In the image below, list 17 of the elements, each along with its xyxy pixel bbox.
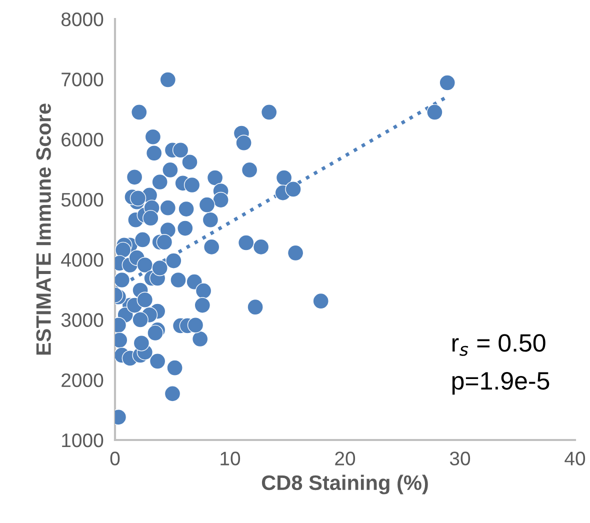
annotation: r$_{s}$ = 0.50 (452, 334, 546, 356)
x-tick-label: 30 (450, 452, 470, 466)
y-tick-label: 3000 (61, 313, 104, 327)
annotation: p=1.9e-5 (452, 372, 550, 395)
y-tick-label: 7000 (62, 72, 104, 86)
y-tick-label: 2000 (62, 373, 104, 388)
x-axis-title: CD8 Staining (%) (262, 474, 428, 494)
y-axis-title: ESTIMATE Immune Score (36, 104, 51, 355)
y-tick-label: 4000 (61, 253, 104, 267)
x-tick-label: 10 (220, 452, 240, 466)
x-tick-label: 0 (110, 452, 120, 466)
y-tick-label: 8000 (61, 12, 104, 26)
y-tick-label: 5000 (61, 192, 104, 207)
x-tick-label: 40 (564, 452, 586, 466)
y-tick-label: 6000 (62, 132, 104, 147)
x-tick-label: 20 (335, 452, 356, 466)
y-tick-label: 1000 (62, 433, 104, 448)
